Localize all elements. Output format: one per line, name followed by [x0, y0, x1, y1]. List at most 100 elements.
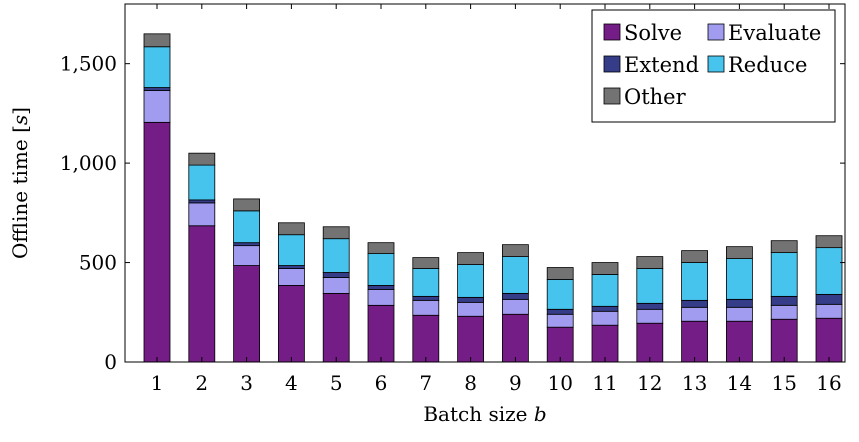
bar-solve-14 — [726, 320, 753, 363]
bar-evaluate-2 — [188, 202, 216, 227]
bar-evaluate-14 — [726, 306, 753, 322]
bar-solve-16 — [815, 317, 843, 363]
bar-reduce-10 — [546, 279, 574, 310]
bar-extend-16 — [815, 293, 843, 305]
bar-other-14 — [726, 246, 753, 259]
bar-other-6 — [367, 242, 395, 255]
bar-extend-3 — [233, 242, 261, 247]
bar-extend-7 — [412, 295, 440, 301]
bar-extend-14 — [726, 298, 753, 308]
bar-other-4 — [277, 222, 305, 236]
bar-solve-10 — [546, 326, 574, 363]
y-axis-title-part-0: Offline time [ — [8, 125, 32, 259]
x-tick-label: 5 — [330, 371, 343, 395]
bar-reduce-2 — [188, 164, 216, 201]
bar-evaluate-15 — [770, 304, 798, 320]
bar-evaluate-7 — [412, 299, 440, 316]
bar-extend-8 — [457, 296, 485, 303]
bar-other-7 — [412, 257, 440, 269]
bar-other-10 — [546, 267, 574, 280]
bar-reduce-1 — [143, 46, 171, 88]
bar-other-15 — [770, 240, 798, 254]
x-tick-label: 10 — [547, 371, 572, 395]
bar-solve-15 — [770, 318, 798, 363]
x-tick-label: 6 — [375, 371, 388, 395]
bar-evaluate-5 — [322, 277, 350, 294]
x-tick-label: 16 — [816, 371, 841, 395]
x-tick-label: 1 — [151, 371, 164, 395]
x-tick-label: 12 — [637, 371, 662, 395]
bar-reduce-8 — [457, 264, 485, 298]
bar-evaluate-6 — [367, 289, 395, 306]
bar-other-2 — [188, 152, 216, 166]
y-tick-label: 1,500 — [60, 52, 117, 76]
bars-layer — [143, 33, 843, 363]
bar-reduce-15 — [770, 252, 798, 297]
bar-evaluate-9 — [501, 298, 529, 315]
bar-evaluate-13 — [681, 306, 708, 322]
bar-reduce-16 — [815, 247, 843, 295]
bar-solve-3 — [233, 265, 261, 363]
bar-extend-10 — [546, 308, 574, 315]
bar-evaluate-1 — [143, 90, 171, 123]
x-axis-title: Batch size b — [423, 402, 546, 426]
legend-swatch-reduce — [707, 55, 725, 73]
bar-other-3 — [233, 198, 261, 212]
bar-evaluate-16 — [815, 303, 843, 319]
bar-solve-7 — [412, 314, 440, 363]
bar-evaluate-11 — [591, 310, 619, 326]
x-tick-label: 11 — [592, 371, 617, 395]
x-axis-variable: b — [534, 402, 547, 426]
bar-other-5 — [322, 226, 350, 240]
bar-solve-4 — [277, 285, 305, 363]
plot-frame — [124, 3, 846, 363]
bar-evaluate-3 — [233, 245, 261, 266]
bar-other-12 — [636, 256, 664, 269]
x-tick-label: 2 — [195, 371, 208, 395]
bar-other-8 — [457, 252, 485, 265]
y-axis-title: Offline time [s] — [8, 107, 32, 259]
bar-extend-11 — [591, 305, 619, 312]
y-axis-title-part-1: s — [8, 115, 32, 125]
legend-label-reduce: Reduce — [728, 53, 807, 77]
bar-solve-6 — [367, 304, 395, 363]
legend-label-solve: Solve — [624, 21, 682, 45]
bar-reduce-4 — [277, 234, 305, 266]
x-tick-label: 14 — [727, 371, 752, 395]
bar-solve-12 — [636, 322, 664, 363]
legend-swatch-other — [603, 87, 621, 105]
bar-reduce-5 — [322, 238, 350, 273]
bar-reduce-12 — [636, 268, 664, 304]
x-tick-label: 3 — [240, 371, 253, 395]
bar-evaluate-10 — [546, 313, 574, 328]
bar-solve-11 — [591, 324, 619, 363]
bar-extend-4 — [277, 265, 305, 269]
bar-extend-2 — [188, 199, 216, 204]
bar-solve-8 — [457, 315, 485, 363]
legend-label-evaluate: Evaluate — [728, 21, 821, 45]
bar-extend-9 — [501, 292, 529, 300]
bar-solve-5 — [322, 292, 350, 363]
bar-evaluate-12 — [636, 308, 664, 324]
legend-swatch-solve — [603, 23, 621, 41]
bar-other-9 — [501, 244, 529, 257]
bar-other-13 — [681, 250, 708, 263]
y-tick-label: 500 — [79, 251, 117, 275]
bar-extend-5 — [322, 272, 350, 278]
x-tick-label: 13 — [682, 371, 707, 395]
bar-extend-13 — [681, 299, 708, 308]
legend-label-extend: Extend — [624, 53, 699, 77]
bar-solve-13 — [681, 320, 708, 363]
y-tick-label: 1,000 — [60, 151, 117, 175]
bar-reduce-14 — [726, 258, 753, 300]
bar-reduce-6 — [367, 253, 395, 286]
x-tick-label: 9 — [509, 371, 522, 395]
bar-solve-1 — [143, 121, 171, 363]
bar-extend-15 — [770, 295, 798, 306]
y-tick-label: 0 — [104, 350, 117, 374]
legend: Solve Evaluate Extend Reduce Other — [591, 9, 836, 123]
bar-evaluate-4 — [277, 268, 305, 286]
